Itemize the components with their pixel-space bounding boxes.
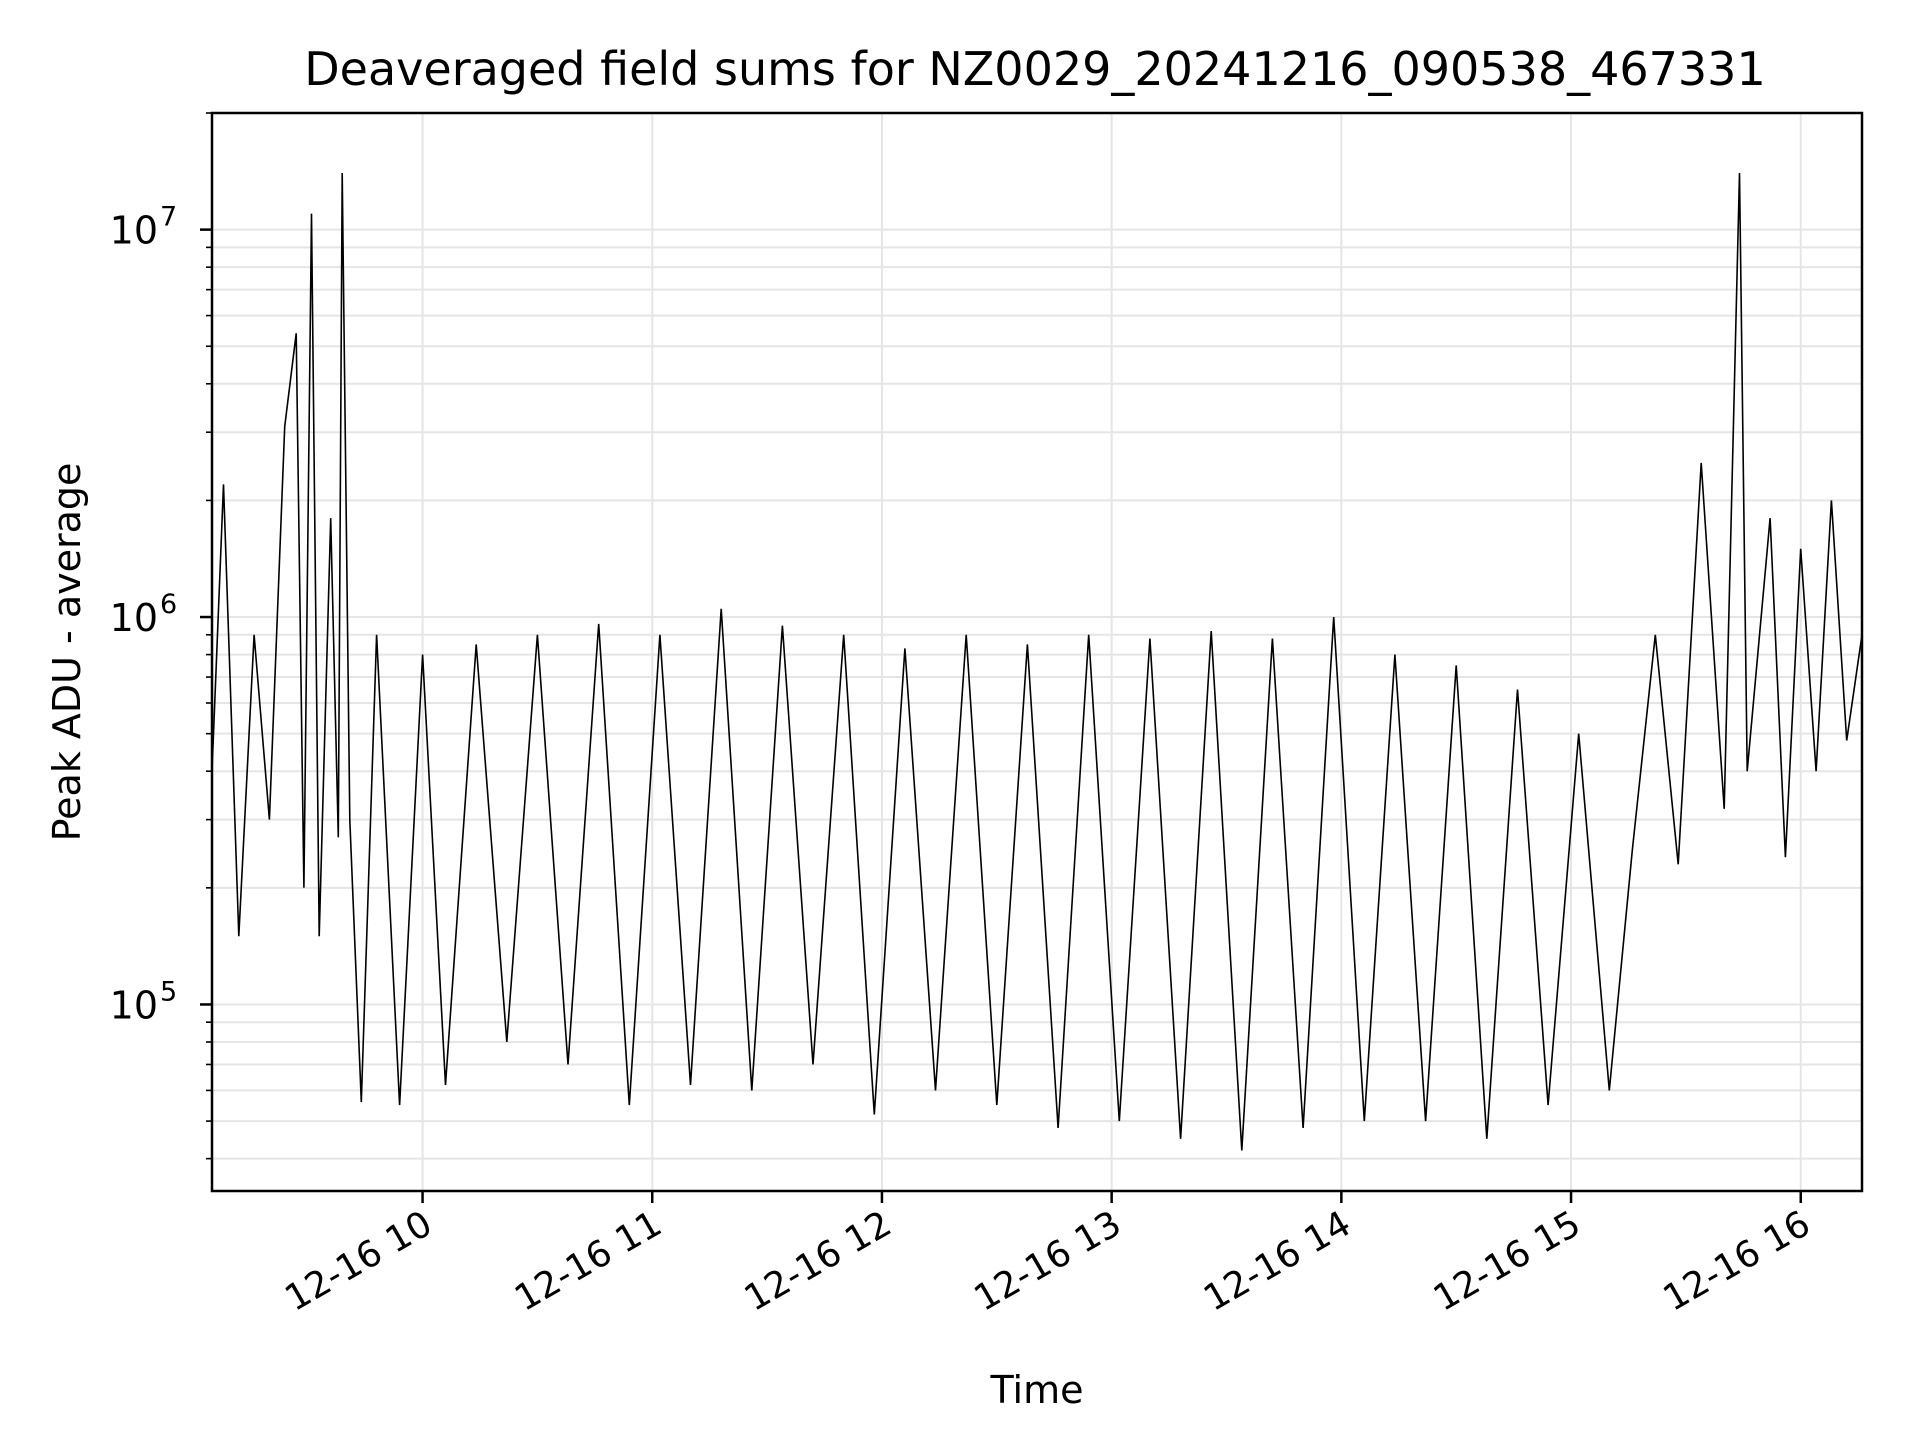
x-axis-label: Time <box>990 1368 1084 1412</box>
plot-frame <box>210 111 1864 1193</box>
y-tick-label-base: 10 <box>110 209 158 253</box>
series-layer <box>211 172 1863 1151</box>
chart-title: Deaveraged field sums for NZ0029_2024121… <box>304 42 1765 96</box>
series-line <box>211 172 1863 1151</box>
y-tick-label-exponent: 5 <box>160 976 177 1007</box>
y-tick-label-base: 10 <box>110 983 158 1027</box>
y-tick-label: 10 5 <box>110 976 178 1027</box>
y-axis-label: Peak ADU - average <box>45 463 89 842</box>
y-tick-label: 10 7 <box>110 202 178 253</box>
y-tick-label-exponent: 6 <box>160 589 177 620</box>
y-tick-label-base: 10 <box>110 596 158 640</box>
y-tick-label: 10 6 <box>110 589 178 640</box>
y-tick-label-exponent: 7 <box>160 202 177 233</box>
